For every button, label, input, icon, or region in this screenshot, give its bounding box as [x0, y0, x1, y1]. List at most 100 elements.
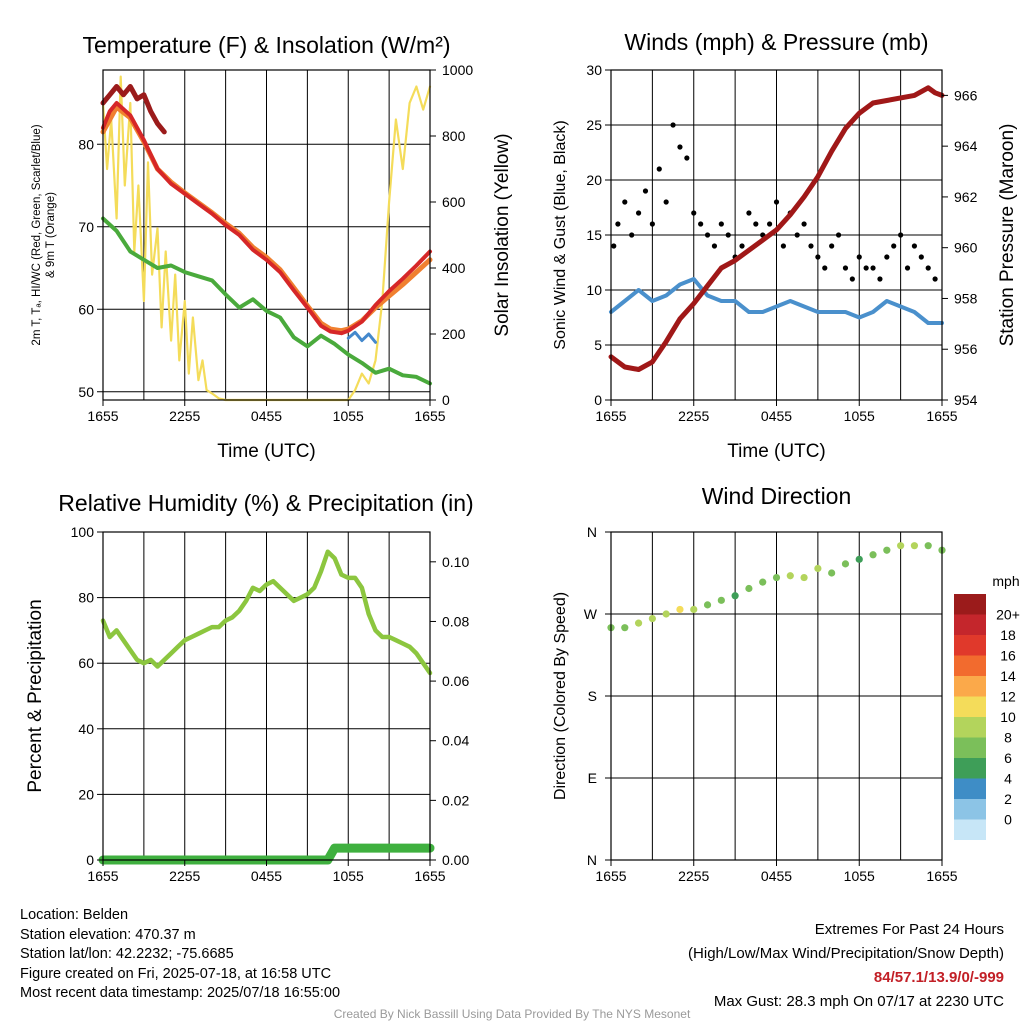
x-axis-label: Time (UTC)	[727, 441, 826, 462]
x-tick-label: 1055	[844, 868, 875, 884]
y-tick-label: 100	[71, 524, 95, 540]
gust-point	[615, 221, 621, 227]
gust-point	[904, 265, 911, 271]
gust-point	[611, 243, 617, 249]
gust-point	[856, 254, 862, 260]
colorbar-tick-label: 2	[1004, 791, 1012, 807]
direction-point	[841, 560, 850, 568]
y-axis-label: Percent & Precipitation	[25, 599, 46, 792]
gust-point	[663, 199, 669, 205]
x-tick-label: 2255	[169, 408, 200, 424]
direction-point	[883, 546, 891, 554]
gust-point	[725, 232, 731, 238]
y-tick-label: 0	[594, 392, 602, 408]
y2-tick-label: 962	[954, 189, 978, 205]
series-insolation	[101, 75, 432, 402]
colorbar-swatch	[954, 799, 986, 820]
colorbar-swatch	[954, 594, 986, 615]
gust-point	[822, 265, 828, 271]
x-tick-label: 0455	[251, 868, 282, 884]
y-tick-label: 40	[78, 721, 94, 737]
direction-point	[814, 564, 822, 573]
y2-tick-label: 600	[442, 194, 466, 210]
colorbar-tick-label: 16	[1000, 648, 1016, 664]
y2-tick-label: 0.04	[442, 733, 469, 749]
y-tick-label: 60	[78, 655, 94, 671]
gust-point	[780, 243, 786, 249]
gust-point	[863, 265, 869, 271]
x-tick-label: 2255	[169, 868, 200, 884]
direction-point	[717, 596, 725, 604]
gust-point	[808, 243, 814, 249]
direction-point	[924, 542, 932, 550]
gust-point	[746, 210, 752, 216]
gust-point	[870, 265, 876, 271]
x-tick-label: 1655	[414, 408, 445, 424]
panel-humidity: 1655 2255 0455 1055 16550204060801000.000.02…	[25, 490, 474, 884]
colorbar-tick-label: 18	[1000, 627, 1016, 643]
direction-point	[786, 572, 794, 580]
credit-text: Created By Nick Bassill Using Data Provi…	[333, 1007, 691, 1021]
y2-tick-label: 0.10	[442, 554, 469, 570]
gust-point	[835, 232, 842, 238]
y-tick-label: 0	[86, 852, 94, 868]
y-tick-label: 20	[78, 786, 94, 802]
x-axis-label: Time (UTC)	[217, 441, 316, 462]
y-tick-label: 70	[78, 219, 94, 235]
gust-point	[684, 155, 690, 161]
gust-point	[704, 232, 711, 238]
series-wind-chill	[346, 330, 377, 344]
y-tick-label: 30	[586, 62, 602, 78]
gust-point	[691, 210, 697, 216]
direction-point	[910, 542, 919, 550]
y-axis-label: Direction (Colored By Speed)	[552, 592, 569, 800]
y2-tick-label: 966	[954, 87, 978, 103]
direction-point	[772, 573, 781, 582]
gust-point	[829, 243, 835, 249]
gust-point	[649, 221, 655, 227]
y2-tick-label: 0.06	[442, 673, 469, 689]
gust-point	[925, 265, 931, 271]
series-2m-temp	[101, 101, 432, 336]
gust-point	[911, 243, 918, 249]
y2-axis-label: Station Pressure (Maroon)	[997, 124, 1018, 347]
x-tick-label: 1655	[595, 868, 626, 884]
y2-tick-label: 960	[954, 240, 978, 256]
extremes-info: Extremes For Past 24 Hours (High/Low/Max…	[688, 918, 1004, 1014]
colorbar-tick-label: 20+	[996, 607, 1020, 623]
y-tick-label: N	[587, 852, 597, 868]
y2-tick-label: 1000	[442, 62, 473, 78]
direction-point	[703, 601, 712, 609]
location-text: Location: Belden	[20, 907, 129, 923]
gust-point	[849, 276, 855, 282]
gust-point	[677, 144, 683, 150]
colorbar-tick-label: 10	[1000, 709, 1016, 725]
colorbar-tick-label: 0	[1004, 812, 1012, 828]
y-tick-label: 20	[586, 172, 602, 188]
y-tick-label: 60	[78, 301, 94, 317]
colorbar-tick-label: 6	[1004, 750, 1012, 766]
y-tick-label: W	[584, 606, 598, 622]
colorbar-swatch	[954, 778, 986, 799]
y-tick-label: 80	[78, 136, 94, 152]
x-tick-label: 0455	[761, 408, 792, 424]
gust-point	[753, 221, 759, 227]
gust-point	[767, 221, 773, 227]
colorbar-label: mph	[992, 573, 1019, 589]
y2-tick-label: 400	[442, 260, 466, 276]
colorbar-swatch	[954, 819, 986, 840]
panel-temperature: 1655 2255 0455 1055 165550607080020040060080…	[31, 32, 513, 462]
colorbar-swatch	[954, 676, 986, 697]
x-tick-label: 1655	[926, 408, 957, 424]
y2-tick-label: 964	[954, 138, 978, 154]
gust-point	[718, 221, 724, 227]
extremes-subtitle: (High/Low/Max Wind/Precipitation/Snow De…	[688, 945, 1004, 962]
x-tick-label: 2255	[678, 868, 709, 884]
direction-point	[869, 551, 877, 559]
gust-point	[801, 221, 807, 227]
gust-point	[635, 210, 642, 216]
y2-tick-label: 800	[442, 128, 466, 144]
y2-axis-label: Solar Insolation (Yellow)	[492, 133, 513, 336]
panel-winds: 1655 2255 0455 1055 165505101520253095495695…	[552, 29, 1018, 462]
